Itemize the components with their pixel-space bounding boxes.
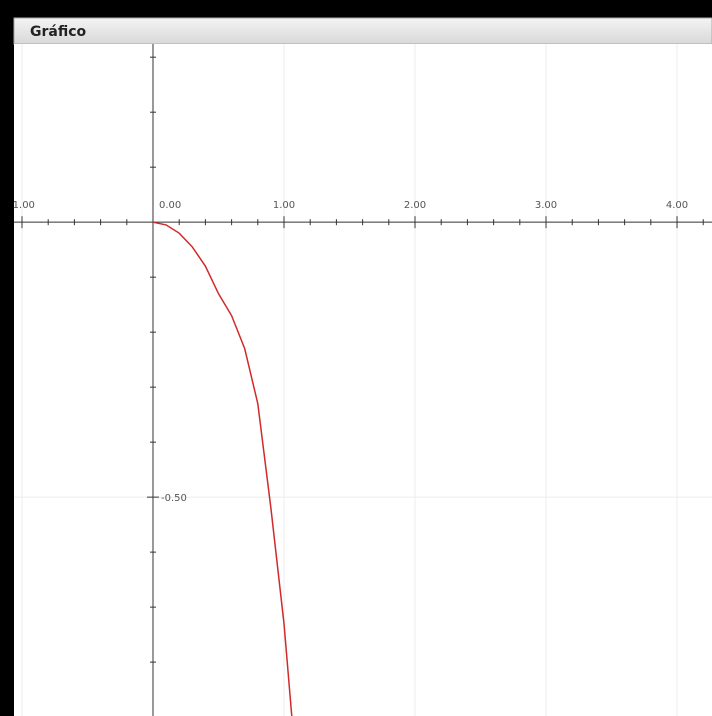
x-tick-label: 1.00 [273,200,295,211]
x-tick-label: 0.00 [159,200,181,211]
y-tick-label: -0.50 [161,493,187,504]
x-tick-label: 2.00 [404,200,426,211]
x-tick-label: 3.00 [535,200,557,211]
plot-area [14,44,712,716]
window-title: Gráfico [30,24,87,40]
x-tick-label: 4.00 [666,200,688,211]
curve [152,221,293,716]
title-bar [13,17,712,45]
x-tick-label: -1.00 [9,200,35,211]
plot: -1.00 0.00 1.00 2.00 3.00 4.00 -0.50 [9,44,712,716]
